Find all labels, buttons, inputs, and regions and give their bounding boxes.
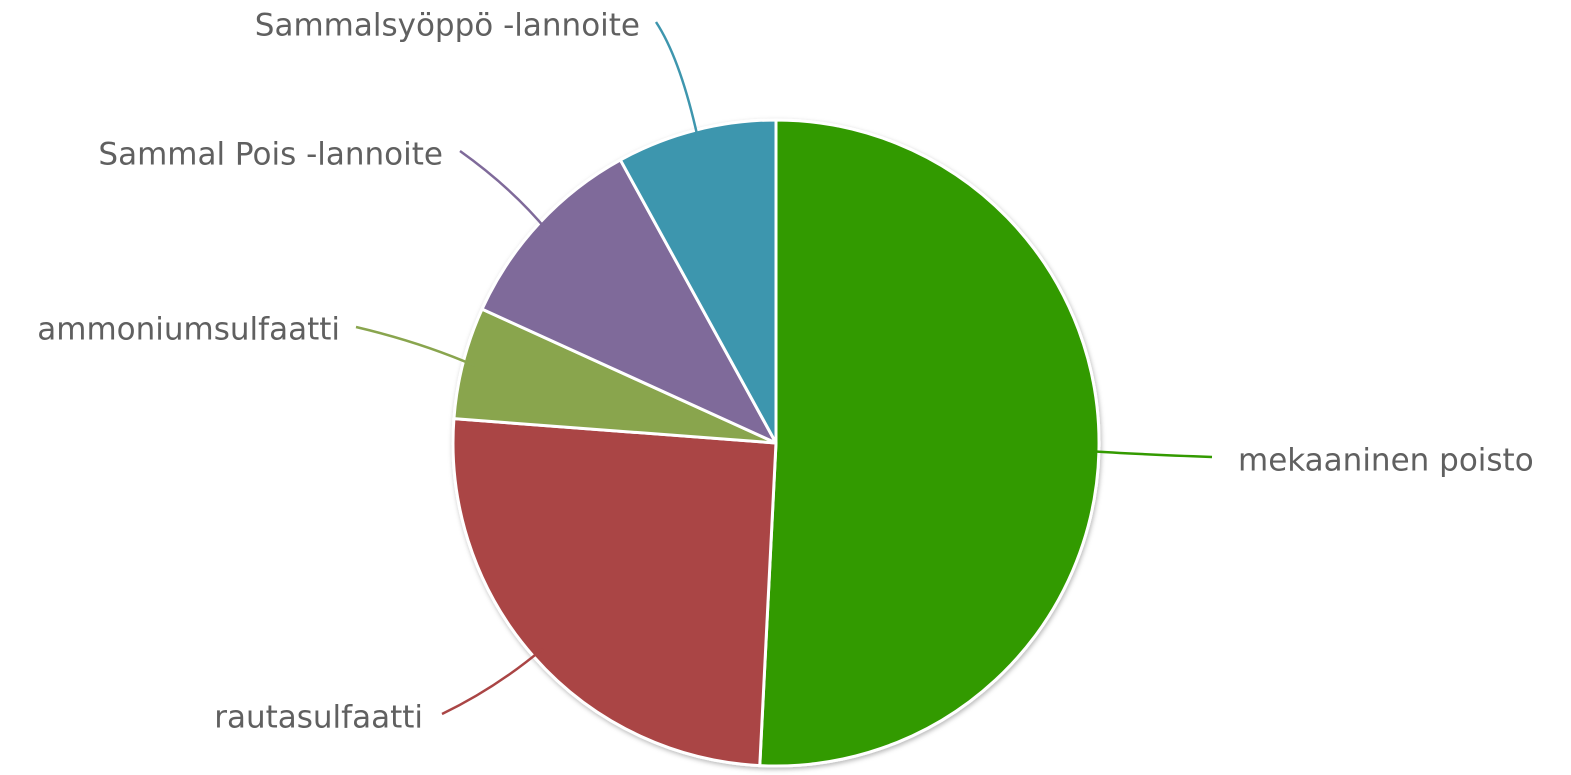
pie-slice-sammal-pois-lannoite[interactable] <box>480 158 778 445</box>
connector-rautasulfaatti <box>441 647 544 716</box>
connector-ammoniumsulfaatti <box>355 325 476 367</box>
pie-slice-rautasulfaatti[interactable] <box>451 417 778 768</box>
connector-mekaaninen-poisto <box>1086 449 1213 459</box>
data-label-mekaaninen-poisto: mekaaninen poisto <box>1238 443 1534 479</box>
pie-slice-mekaaninen-poisto[interactable] <box>758 118 1101 768</box>
connector-sammalsyoppo-lannoite <box>654 21 700 143</box>
connector-sammal-pois-lannoite <box>459 149 549 233</box>
data-label-ammoniumsulfaatti: ammoniumsulfaatti <box>37 312 340 348</box>
data-label-sammal-pois-lannoite: Sammal Pois -lannoite <box>98 137 443 173</box>
data-label-rautasulfaatti: rautasulfaatti <box>214 700 423 736</box>
data-label-sammalsyoppo-lannoite: Sammalsyöppö -lannoite <box>255 8 640 44</box>
